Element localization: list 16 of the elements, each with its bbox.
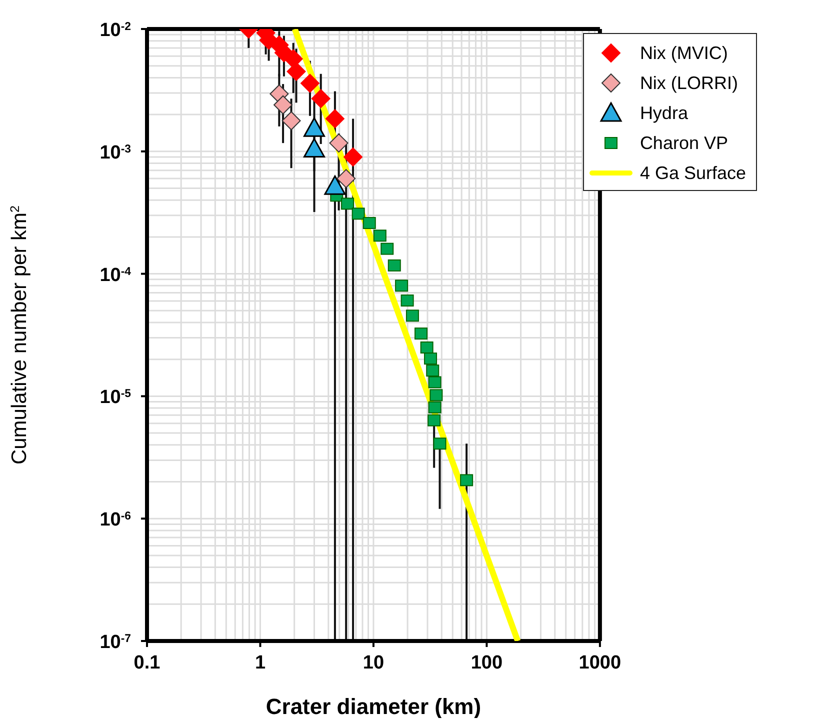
legend-label: Nix (MVIC)	[640, 42, 728, 64]
x-tick-label: 100	[470, 652, 503, 674]
y-tick-label: 10$^{-2}$	[100, 20, 131, 41]
legend-label: Charon VP	[640, 132, 728, 154]
x-tick-label: 1	[254, 652, 266, 674]
y-tick-label: 10$^{-4}$	[100, 264, 132, 286]
x-tick-label: 1000	[578, 652, 622, 674]
legend-label: Nix (LORRI)	[640, 72, 738, 94]
y-tick-label: 10$^{-5}$	[100, 387, 132, 408]
y-tick-label: 10$^{-3}$	[100, 142, 131, 164]
x-tick-label: 10	[362, 652, 384, 674]
legend-label: Hydra	[640, 102, 688, 124]
legend-label: 4 Ga Surface	[640, 162, 746, 184]
y-tick-label: 10$^{-6}$	[100, 510, 131, 531]
y-tick-label: 10$^{-7}$	[100, 632, 131, 653]
x-tick-label: 0.1	[134, 652, 161, 674]
